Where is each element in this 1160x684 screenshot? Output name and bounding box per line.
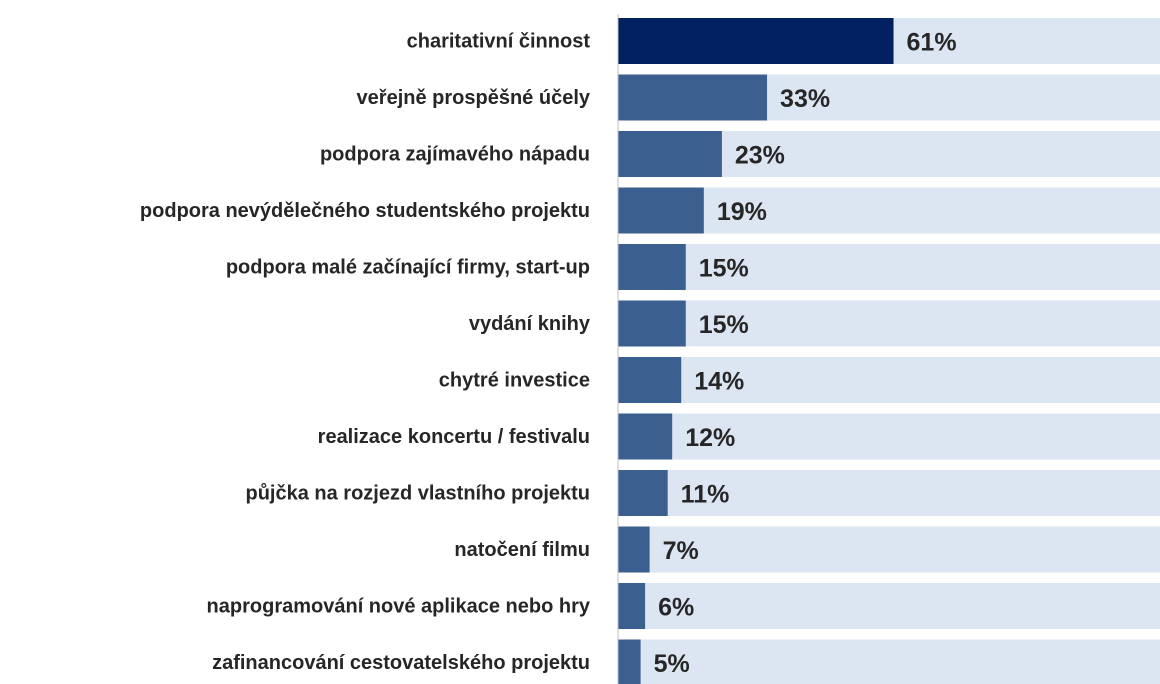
bar: [618, 639, 641, 684]
category-label: půjčka na rozjezd vlastního projektu: [245, 482, 590, 504]
value-label: 11%: [681, 481, 730, 509]
category-label: vydání knihy: [469, 313, 591, 335]
bar: [618, 18, 894, 64]
bar-background: [618, 526, 1160, 573]
bar: [618, 526, 650, 573]
category-label: veřejně prospěšné účely: [357, 87, 591, 109]
bar: [618, 583, 646, 629]
category-label: naprogramování nové aplikace nebo hry: [207, 595, 591, 617]
bar-background: [618, 639, 1160, 684]
bar: [618, 131, 722, 177]
value-label: 15%: [699, 311, 749, 339]
value-label: 6%: [658, 594, 694, 622]
bar: [618, 413, 673, 460]
value-label: 19%: [717, 198, 767, 226]
value-label: 14%: [694, 368, 744, 396]
value-label: 33%: [780, 85, 830, 113]
category-label: podpora nevýdělečného studentského proje…: [140, 200, 590, 222]
bar: [618, 470, 668, 516]
bar-background: [618, 357, 1160, 403]
category-label: chytré investice: [439, 369, 590, 391]
category-label: natočení filmu: [454, 539, 590, 561]
category-label: podpora zajímavého nápadu: [320, 143, 590, 165]
bar: [618, 357, 682, 403]
bar-background: [618, 300, 1160, 347]
bar-background: [618, 583, 1160, 629]
value-label: 15%: [699, 255, 749, 283]
category-label: zafinancování cestovatelského projektu: [212, 652, 590, 674]
value-label: 61%: [907, 29, 957, 57]
bar: [618, 187, 704, 234]
category-label: charitativní činnost: [407, 30, 591, 52]
bar-background: [618, 413, 1160, 460]
category-label: podpora malé začínající firmy, start-up: [226, 256, 590, 278]
bar: [618, 74, 768, 121]
category-label: realizace koncertu / festivalu: [318, 426, 590, 448]
value-label: 12%: [685, 424, 735, 452]
bar-background: [618, 187, 1160, 234]
bar-background: [618, 470, 1160, 516]
value-label: 23%: [735, 142, 785, 170]
bar: [618, 300, 686, 347]
bar: [618, 244, 686, 290]
value-label: 7%: [663, 537, 699, 565]
value-label: 5%: [654, 650, 690, 678]
bar-background: [618, 244, 1160, 290]
